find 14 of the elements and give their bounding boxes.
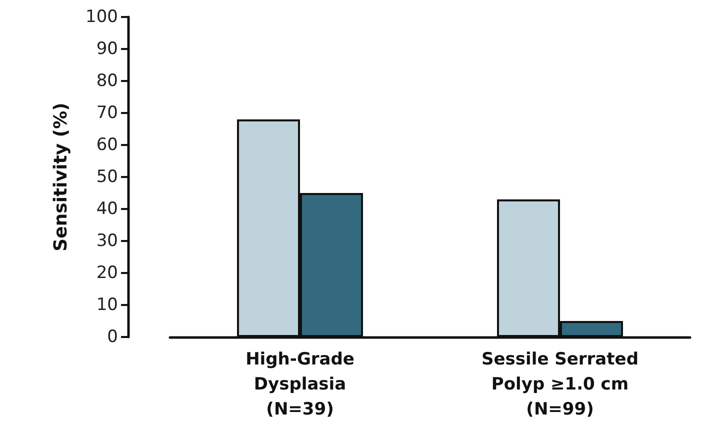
y-tick-label: 10 xyxy=(96,295,118,315)
y-tick-label: 90 xyxy=(96,39,118,59)
y-tick-label: 20 xyxy=(96,263,118,283)
y-tick-label: 50 xyxy=(96,167,118,187)
x-tick-label: Sessile Serrated Polyp ≥1.0 cm (N=99) xyxy=(482,350,638,420)
y-tick-label: 40 xyxy=(96,199,118,219)
y-tick-label: 100 xyxy=(86,7,118,27)
y-axis-title: Sensitivity (%) xyxy=(50,102,72,252)
y-tick-label: 70 xyxy=(96,103,118,123)
y-tick-label: 60 xyxy=(96,135,118,155)
x-tick-label: High-Grade Dysplasia (N=39) xyxy=(246,350,354,420)
y-tick-label: 80 xyxy=(96,71,118,91)
y-tick-label: 0 xyxy=(107,327,118,347)
y-tick-label: 30 xyxy=(96,231,118,251)
